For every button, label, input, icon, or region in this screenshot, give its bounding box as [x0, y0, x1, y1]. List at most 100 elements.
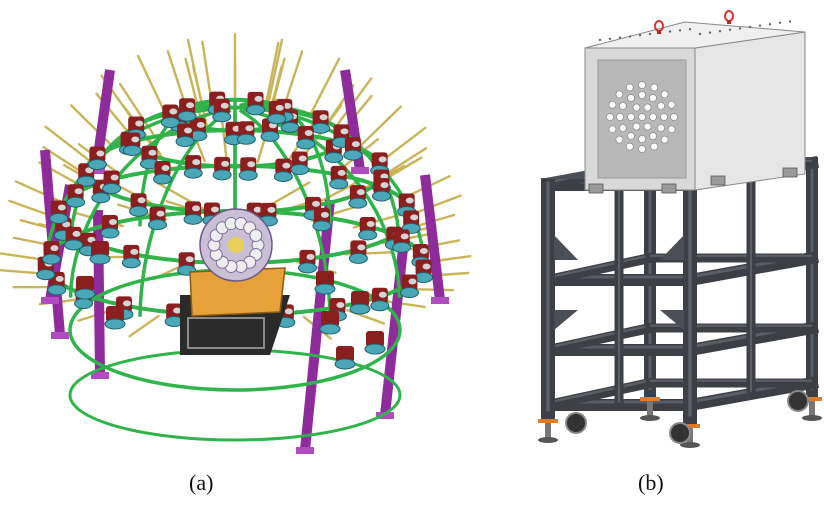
hole [660, 135, 669, 144]
detector-flange [192, 159, 201, 166]
detector-cap [87, 158, 107, 170]
central-target-assembly [180, 208, 290, 355]
detector-flange [57, 204, 66, 211]
detector-flange [336, 302, 345, 309]
detector-flange [108, 219, 117, 226]
hole [608, 100, 617, 109]
support-leg [420, 174, 445, 301]
leveling-foot [538, 437, 558, 443]
leg-foot [91, 372, 109, 379]
detector-flange [253, 206, 262, 213]
detector-cap [329, 178, 349, 190]
rod [14, 180, 65, 205]
hole [649, 132, 657, 140]
hole [606, 113, 614, 121]
detector-cap [212, 111, 232, 123]
detector-cap [148, 219, 168, 231]
side-beam [542, 252, 656, 286]
detector-cap [297, 262, 317, 274]
top-bolt [608, 37, 612, 40]
detector-flange [378, 291, 387, 298]
detector-cap [238, 169, 258, 181]
gusset [554, 235, 578, 260]
hole [632, 103, 641, 112]
panel-b-shielding-box [538, 10, 822, 448]
corner-clamp [710, 175, 726, 186]
leg-foot [41, 297, 59, 304]
detector-flange [306, 253, 315, 260]
hole [667, 125, 676, 134]
top-bolt [618, 36, 622, 39]
panel-a-dome-assembly [0, 32, 472, 454]
rod [309, 57, 341, 117]
hole [650, 142, 659, 151]
detector-flange [380, 182, 389, 189]
detector-cap [49, 212, 69, 224]
detector-flange [312, 200, 321, 207]
hole [627, 94, 635, 102]
hole [660, 90, 669, 99]
leg-foot [351, 167, 369, 174]
detector-cap [267, 113, 287, 125]
detector-flange [254, 95, 263, 102]
detector-cap [91, 192, 111, 204]
hole [627, 132, 635, 140]
corner-clamp [782, 167, 798, 178]
hole [625, 142, 634, 151]
rod [411, 194, 462, 216]
detector-cap [296, 138, 316, 150]
side-beam-highlight [547, 379, 651, 404]
detector-flange [156, 210, 165, 217]
detector-cap [129, 205, 149, 217]
detector-cap [41, 253, 61, 265]
hole [649, 113, 657, 121]
detector-flange [220, 102, 229, 109]
hole [619, 124, 627, 132]
leg-foot [296, 447, 314, 454]
detector-flange [340, 128, 349, 135]
detector-flange [422, 263, 431, 270]
detector-flange [408, 278, 417, 285]
caster-wheel [565, 412, 587, 434]
detector-cap [175, 136, 195, 148]
detector-body [91, 241, 109, 257]
hole [657, 124, 665, 132]
hole [638, 145, 646, 153]
lifting-ring-base [727, 20, 731, 24]
box-top-face [584, 21, 806, 49]
detector-cap [121, 257, 141, 269]
top-bolt [788, 20, 792, 23]
detector-cap [122, 144, 142, 156]
foot-pad [802, 397, 822, 401]
detector-cap [236, 133, 256, 145]
detector-flange [419, 247, 428, 254]
detector-cap [246, 104, 266, 116]
detector-cap [74, 298, 94, 310]
hole [632, 122, 641, 131]
leveling-screw [647, 401, 653, 417]
detector-flange [320, 211, 329, 218]
detector-flange [405, 197, 414, 204]
foot-pad [640, 397, 660, 401]
top-bolt [648, 32, 652, 36]
detector-cap [348, 197, 368, 209]
detector-cap [64, 239, 84, 251]
detector-body [76, 276, 94, 292]
hole [619, 102, 627, 110]
detector-body [336, 346, 354, 362]
top-bolt [768, 23, 772, 26]
detector-cap [399, 287, 419, 299]
detector-body [366, 331, 384, 347]
caster-wheel [787, 390, 809, 412]
detector-flange [131, 136, 140, 143]
hole [638, 113, 646, 121]
detector-flange [410, 214, 419, 221]
detector-flange [55, 275, 64, 282]
detector-cap [392, 241, 412, 253]
detector-flange [186, 102, 195, 109]
detector-cap [47, 284, 67, 296]
rod [264, 41, 280, 109]
hole [643, 103, 652, 112]
top-bolt [678, 29, 682, 32]
detector-cap [183, 167, 203, 179]
